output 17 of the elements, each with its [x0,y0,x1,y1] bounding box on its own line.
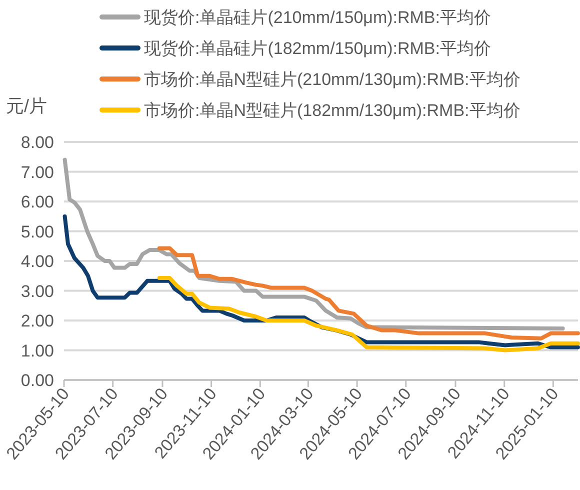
y-axis-title: 元/片 [6,96,48,116]
y-tick-label: 5.00 [20,222,54,242]
y-tick-label: 6.00 [20,192,54,212]
y-tick-label: 1.00 [20,341,54,360]
y-tick-label: 0.00 [20,371,54,390]
legend-label: 市场价:单晶N型硅片(182mm/130μm):RMB:平均价 [144,101,520,120]
legend-label: 现货价:单晶硅片(210mm/150μm):RMB:平均价 [144,8,491,27]
legend-label: 现货价:单晶硅片(182mm/150μm):RMB:平均价 [144,39,491,58]
y-tick-label: 7.00 [20,162,54,182]
legend-label: 市场价:单晶N型硅片(210mm/130μm):RMB:平均价 [144,70,520,89]
y-tick-label: 2.00 [20,312,54,330]
line-series [62,158,565,330]
line-series [157,276,580,352]
y-tick-label: 3.00 [20,282,54,301]
line-series [157,246,580,340]
y-tick-label: 8.00 [20,133,54,152]
y-tick-label: 4.00 [20,252,54,271]
